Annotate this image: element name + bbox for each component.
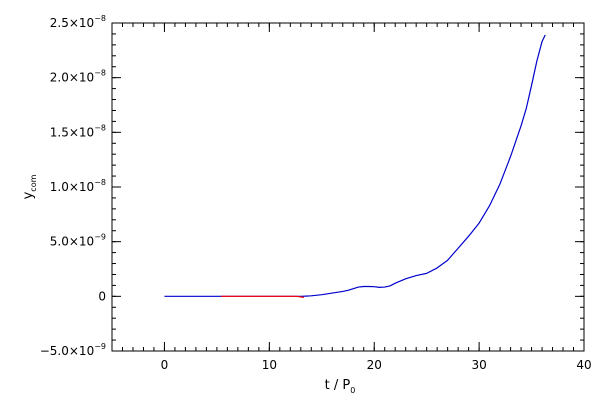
y-tick-mantissa: 1.5×10 [50, 125, 94, 139]
y-tick-exponent: −8 [94, 178, 106, 187]
series-line-2 [221, 295, 305, 299]
y-tick-exponent: −8 [94, 69, 106, 78]
x-axis-title-main: t / P [325, 378, 351, 393]
y-tick-label: 2.0×10−8 [50, 69, 106, 85]
y-axis-title: ycom [21, 174, 38, 199]
y-tick-label: 0 [98, 289, 106, 303]
x-axis-title: t / P0 [325, 378, 356, 395]
x-tick-label: 20 [367, 358, 382, 372]
y-axis-title-main: y [21, 191, 36, 199]
y-tick-mantissa: −5.0×10 [40, 344, 94, 358]
x-tick-label: 10 [262, 358, 277, 372]
y-tick-exponent: −9 [94, 233, 106, 242]
y-tick-mantissa: 0 [98, 289, 106, 303]
y-tick-label: 1.0×10−8 [50, 178, 106, 194]
plot-frame [111, 22, 585, 352]
y-tick-mantissa: 5.0×10 [50, 235, 94, 249]
x-tick-label: 40 [576, 358, 591, 372]
y-tick-label: 5.0×10−9 [50, 233, 106, 249]
y-axis-title-sub: com [29, 174, 38, 191]
ticks-layer [111, 22, 585, 352]
y-tick-mantissa: 1.0×10 [50, 180, 94, 194]
y-tick-label: −5.0×10−9 [40, 342, 106, 358]
y-tick-label: 2.5×10−8 [50, 14, 106, 30]
y-tick-exponent: −8 [94, 14, 106, 23]
y-tick-mantissa: 2.0×10 [50, 71, 94, 85]
series-layer [164, 34, 546, 299]
y-tick-exponent: −9 [94, 342, 106, 351]
y-tick-exponent: −8 [94, 123, 106, 132]
x-tick-label: 0 [161, 358, 169, 372]
y-tick-label: 1.5×10−8 [50, 123, 106, 139]
x-tick-label: 30 [471, 358, 486, 372]
y-tick-mantissa: 2.5×10 [50, 16, 94, 30]
labels-layer: 0 10 20 30 40−5.0×10−905.0×10−91.0×10−81.5×1… [40, 14, 592, 372]
x-axis-title-sub: 0 [350, 386, 355, 395]
series-line-1 [164, 34, 546, 297]
